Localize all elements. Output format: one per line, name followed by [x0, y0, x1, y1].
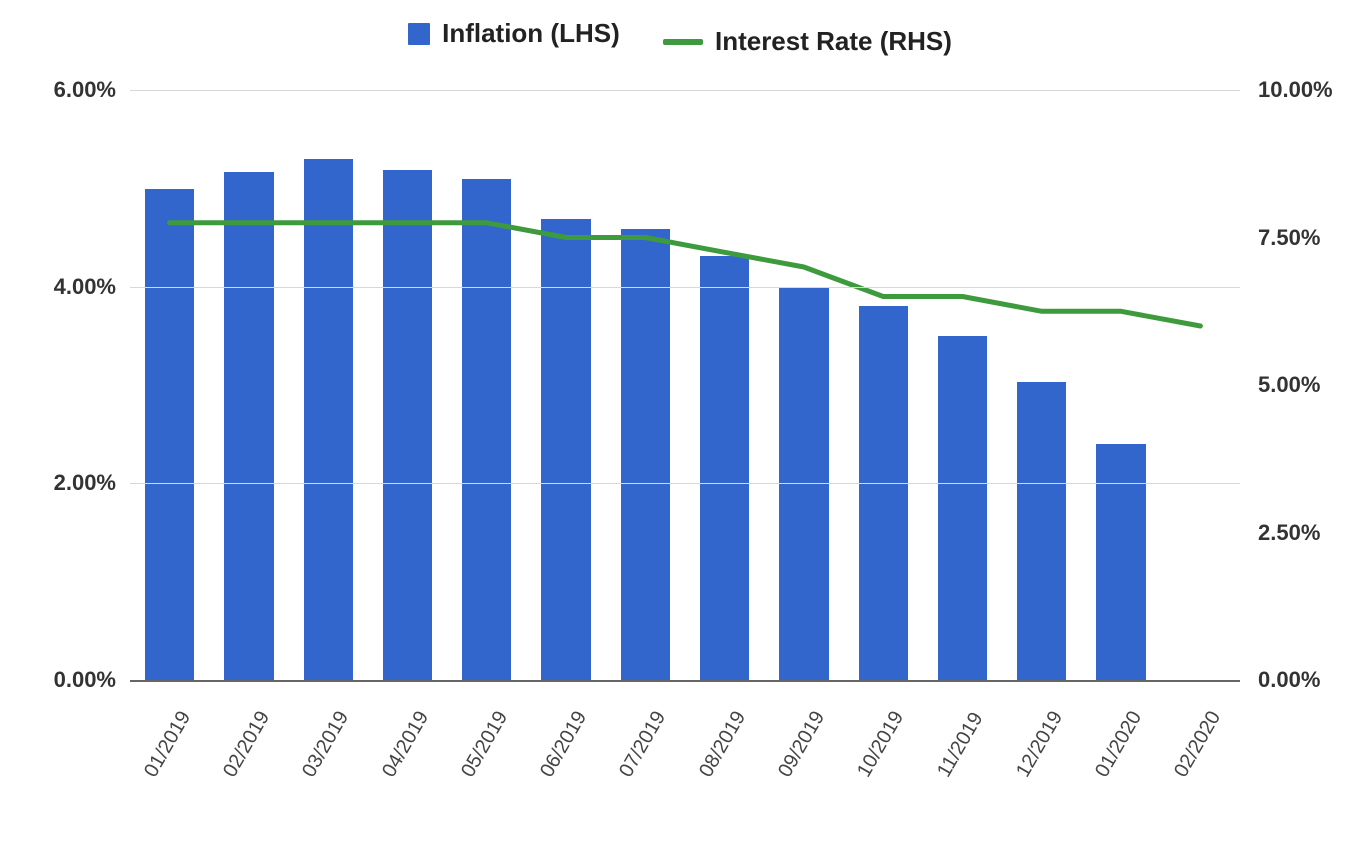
- x-tick-label: 04/2019: [378, 707, 434, 781]
- x-tick-label: 01/2019: [140, 707, 196, 781]
- legend-label-interest-rate: Interest Rate (RHS): [715, 26, 952, 57]
- x-tick-label: 01/2020: [1091, 707, 1147, 781]
- y-right-tick-label: 10.00%: [1258, 77, 1333, 103]
- inflation-interest-chart: Inflation (LHS) Interest Rate (RHS) 0.00…: [0, 0, 1360, 841]
- y-left-tick-label: 6.00%: [54, 77, 116, 103]
- y-right-tick-label: 5.00%: [1258, 372, 1320, 398]
- y-right-tick-label: 0.00%: [1258, 667, 1320, 693]
- x-tick-label: 10/2019: [853, 707, 909, 781]
- gridline: [130, 90, 1240, 91]
- x-tick-label: 08/2019: [695, 707, 751, 781]
- gridline: [130, 287, 1240, 288]
- x-tick-label: 12/2019: [1012, 707, 1068, 781]
- chart-legend: Inflation (LHS) Interest Rate (RHS): [0, 18, 1360, 57]
- legend-swatch-bar: [408, 23, 430, 45]
- x-tick-label: 02/2019: [219, 707, 275, 781]
- legend-swatch-line: [663, 39, 703, 45]
- x-tick-label: 03/2019: [298, 707, 354, 781]
- x-tick-label: 05/2019: [457, 707, 513, 781]
- x-tick-label: 06/2019: [536, 707, 592, 781]
- y-left-tick-label: 0.00%: [54, 667, 116, 693]
- y-right-tick-label: 7.50%: [1258, 225, 1320, 251]
- line-layer: [130, 90, 1240, 680]
- gridline: [130, 483, 1240, 484]
- x-tick-label: 02/2020: [1170, 707, 1226, 781]
- gridline: [130, 680, 1240, 682]
- interest-rate-line: [170, 223, 1201, 326]
- legend-item-inflation: Inflation (LHS): [408, 18, 620, 49]
- y-left-tick-label: 2.00%: [54, 470, 116, 496]
- x-tick-label: 07/2019: [615, 707, 671, 781]
- legend-label-inflation: Inflation (LHS): [442, 18, 620, 49]
- y-left-tick-label: 4.00%: [54, 274, 116, 300]
- x-tick-label: 11/2019: [933, 709, 988, 782]
- plot-area: [130, 90, 1240, 680]
- legend-item-interest-rate: Interest Rate (RHS): [663, 26, 952, 57]
- x-tick-label: 09/2019: [774, 707, 830, 781]
- y-right-tick-label: 2.50%: [1258, 520, 1320, 546]
